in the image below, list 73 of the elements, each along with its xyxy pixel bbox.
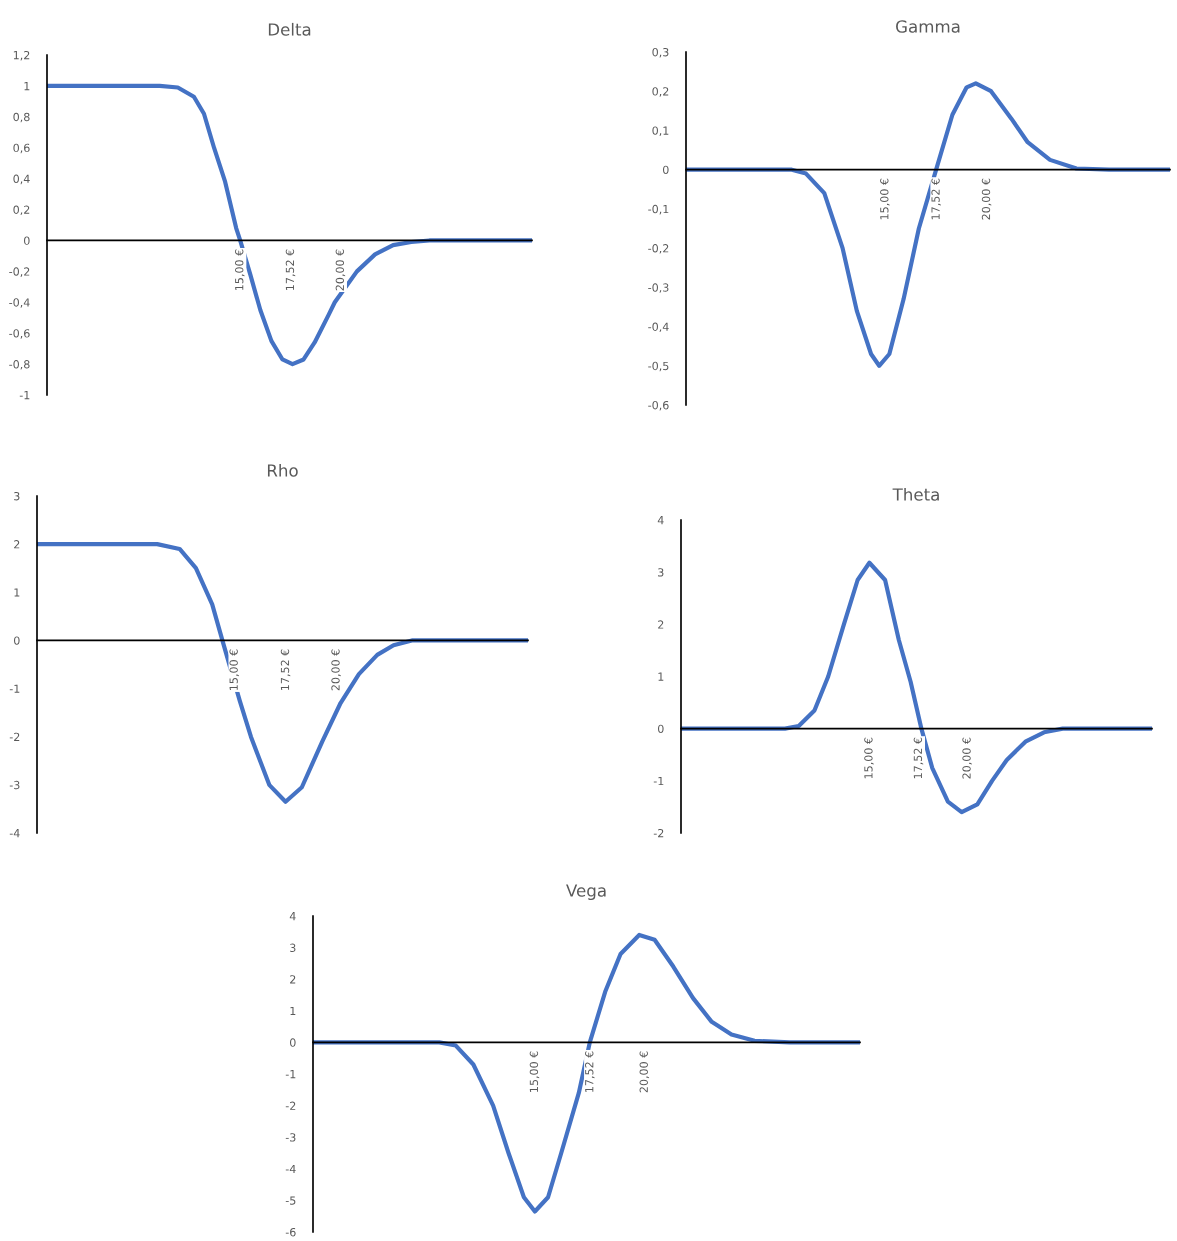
x-tick-label: 15,00 € [864,737,874,779]
x-tick-label: 17,52 € [285,249,296,290]
y-tick-label: 1 [290,1006,296,1016]
y-tick-label: 4 [657,516,664,525]
y-tick-label: 3 [658,568,664,577]
y-tick-label: 2 [658,620,664,629]
line-series [313,932,860,1214]
x-tick-label: 17,52 € [585,1051,595,1092]
y-tick-label: 0,3 [652,47,669,58]
y-tick-label: -0,8 [9,360,30,370]
y-tick-label: -2 [285,1101,296,1110]
y-tick-label: -1 [653,776,664,786]
y-tick-label: 2 [290,975,296,984]
x-tick-label: 17,52 € [931,178,941,220]
x-tick-label: 17,52 € [280,649,291,690]
line-series [681,560,1152,815]
y-tick-label: -2 [9,732,20,741]
y-tick-label: 0 [290,1038,296,1047]
y-tick-label: -0,1 [648,204,669,215]
y-tick-label: 0 [663,165,669,175]
y-tick-label: 2 [14,540,20,549]
y-tick-label: -1 [285,1070,296,1079]
y-tick-label: 0,1 [652,126,669,136]
y-tick-label: -0,3 [648,283,669,293]
y-tick-label: -0,6 [9,329,30,339]
y-tick-label: -0,6 [648,400,669,411]
y-tick-label: 0,8 [13,112,30,123]
y-tick-label: 0 [14,636,20,645]
y-tick-label: 0,2 [652,87,669,97]
y-tick-label: 0,2 [13,205,30,216]
y-tick-label: -4 [9,829,20,838]
y-tick-label: -2 [653,828,664,838]
y-tick-label: 1 [14,588,20,597]
y-tick-label: -6 [285,1227,296,1237]
chart-title: Theta [892,487,939,501]
x-tick-label: 15,00 € [235,249,245,290]
y-tick-label: -1 [19,391,30,400]
chart-title: Gamma [896,20,960,33]
x-tick-label: 15,00 € [229,649,239,690]
x-tick-label: 17,52 € [913,737,924,779]
y-tick-label: -0,4 [648,322,669,333]
y-tick-label: 1,2 [13,50,30,61]
y-tick-label: 4 [289,912,296,921]
chart-title: Delta [268,22,311,36]
y-tick-label: -0,5 [648,361,669,372]
y-tick-label: -4 [285,1164,296,1174]
y-tick-label: -3 [9,780,20,790]
y-tick-label: -0,2 [648,244,669,254]
y-tick-label: -5 [285,1196,296,1205]
y-tick-label: 0,6 [13,143,30,154]
y-tick-label: 1 [24,82,30,91]
y-tick-label: 0 [24,236,30,245]
y-tick-label: 3 [14,491,20,501]
line-series [37,542,528,804]
x-tick-label: 20,00 € [962,737,972,779]
line-series [47,83,532,367]
chart-title: Rho [267,463,298,477]
x-tick-label: 20,00 € [335,249,346,291]
x-tick-label: 15,00 € [529,1051,540,1092]
y-tick-label: 0,4 [13,174,30,185]
x-tick-label: 20,00 € [331,649,341,691]
y-tick-label: 0 [658,724,664,734]
y-tick-label: -1 [9,684,20,693]
line-series [686,81,1170,368]
x-tick-label: 20,00 € [639,1051,650,1093]
y-tick-label: -0,2 [9,267,30,277]
y-tick-label: 3 [290,943,296,952]
x-tick-label: 15,00 € [880,178,890,220]
y-tick-label: -3 [285,1133,296,1142]
y-tick-label: 1 [658,672,664,681]
y-tick-label: -0,4 [9,298,30,308]
chart-title: Vega [566,884,606,901]
x-tick-label: 20,00 € [981,178,992,220]
